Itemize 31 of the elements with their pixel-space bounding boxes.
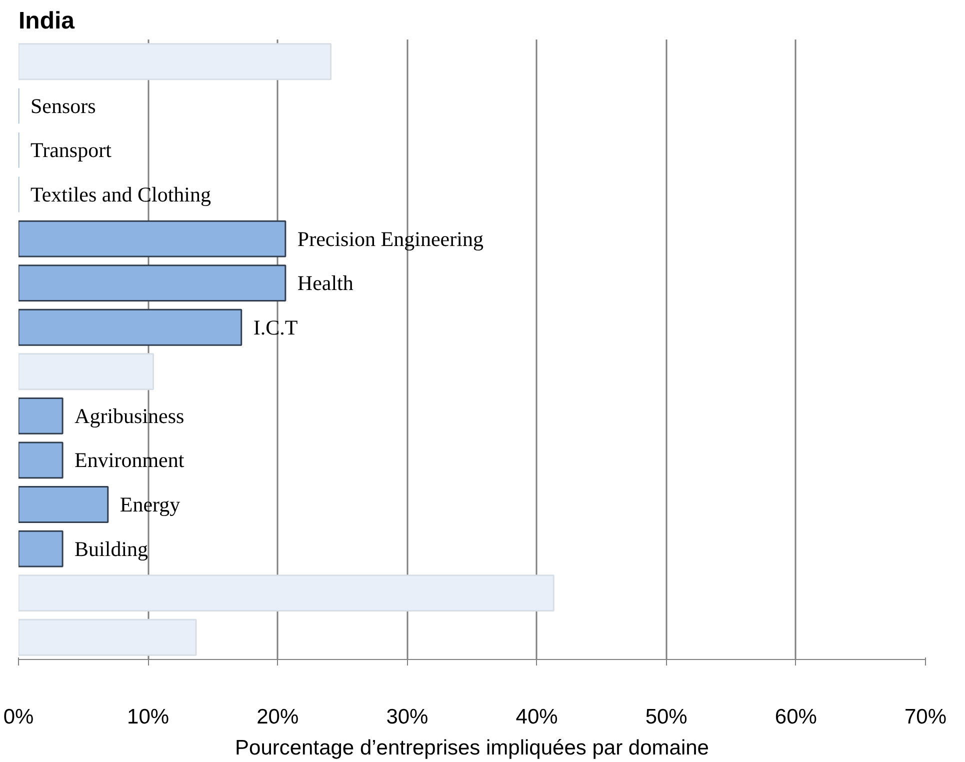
y-tick-label: Textiles and Clothing (30, 182, 212, 206)
bar (18, 574, 554, 612)
x-tick-label: 20% (256, 706, 299, 728)
chart-title: India (18, 8, 76, 34)
x-axis-title: Pourcentage d’entreprises impliquées par domaine (235, 736, 709, 760)
y-tick-label: Precision Engineering (297, 226, 484, 251)
bar (18, 264, 286, 302)
bar (18, 220, 286, 258)
bar (18, 308, 242, 346)
x-tick-label: 30% (386, 706, 428, 728)
bar (18, 618, 197, 656)
y-tick-label: Energy (120, 492, 181, 516)
bar (18, 43, 332, 80)
y-tick-label: I.C.T (253, 315, 298, 340)
y-tick-label: Agribusiness (74, 404, 184, 428)
x-tick-label: 0% (3, 706, 34, 728)
x-tick-label: 70% (904, 706, 947, 728)
bar (18, 486, 109, 523)
y-tick-label: Health (297, 271, 354, 296)
bar (18, 442, 64, 479)
x-tick-label: 40% (516, 706, 558, 728)
bar (18, 530, 64, 568)
bar (18, 353, 154, 390)
bar (18, 397, 64, 434)
y-tick-label: Environment (74, 448, 184, 472)
y-tick-label: Sensors (30, 94, 96, 118)
x-tick-label: 60% (774, 706, 817, 728)
x-tick-label: 10% (127, 706, 170, 728)
y-tick-label: Building (74, 536, 149, 561)
y-tick-label: Transport (30, 138, 112, 162)
x-tick-label: 50% (645, 706, 688, 728)
